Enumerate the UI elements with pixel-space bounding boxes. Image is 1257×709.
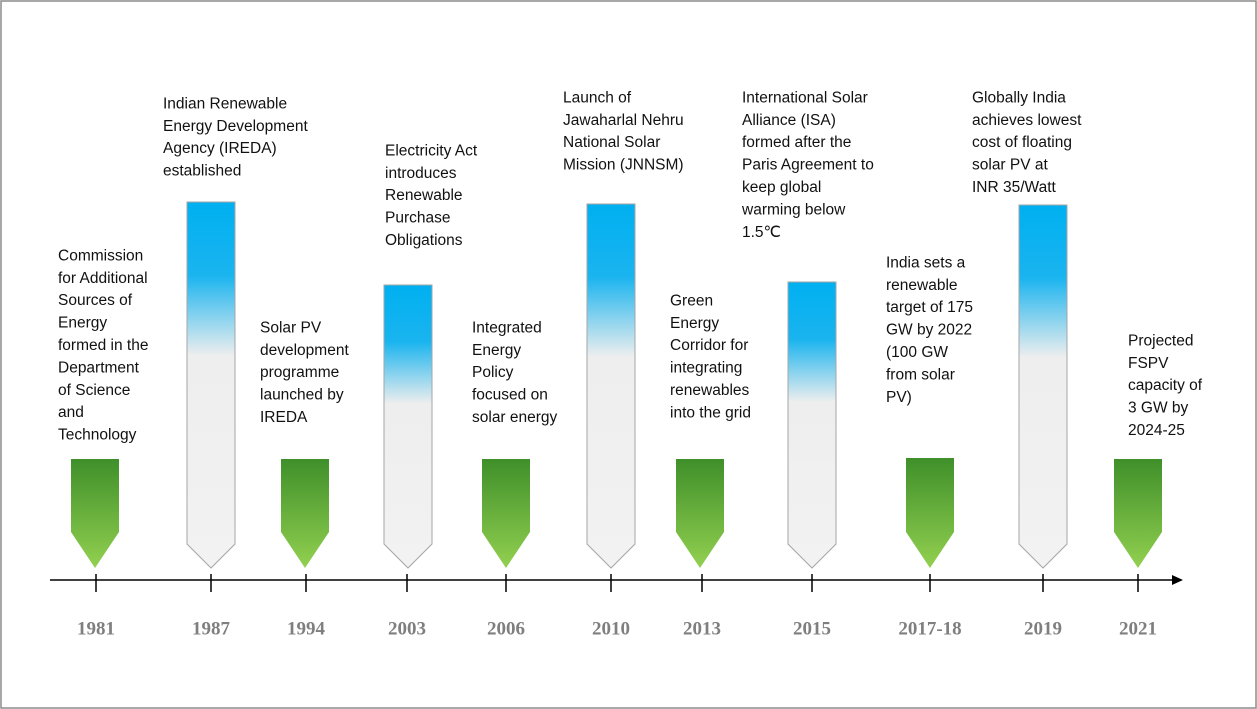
- event-text: cost of floating: [972, 134, 1072, 151]
- year-label: 2010: [592, 618, 630, 639]
- event-text: keep global: [742, 179, 821, 196]
- event-text: 3 GW by: [1128, 400, 1189, 417]
- event-text: Paris Agreement to: [742, 157, 874, 174]
- event-text: for Additional: [58, 270, 148, 287]
- axis-arrow: [1172, 575, 1183, 585]
- event-text: launched by: [260, 387, 344, 404]
- event-text: Alliance (ISA): [742, 112, 836, 129]
- year-label: 1981: [77, 618, 115, 639]
- event-text: Integrated: [472, 319, 542, 336]
- event-text: of Science: [58, 382, 130, 399]
- year-label: 2019: [1024, 618, 1062, 639]
- event-text: Solar PV: [260, 319, 322, 336]
- event-text: National Solar: [563, 134, 660, 151]
- event-text: Technology: [58, 427, 137, 444]
- event-text: focused on: [472, 387, 548, 404]
- event-text: capacity of: [1128, 377, 1203, 394]
- event-text: Projected: [1128, 332, 1193, 349]
- event-text: into the grid: [670, 404, 751, 421]
- year-label: 1987: [192, 618, 231, 639]
- event-text: Energy: [58, 315, 107, 332]
- event-text: 1.5℃: [742, 224, 781, 241]
- event-text: established: [163, 163, 241, 180]
- short-arrow: [906, 458, 954, 568]
- event-text: solar PV at: [972, 157, 1049, 174]
- short-arrow: [71, 459, 119, 568]
- event-text: International Solar: [742, 89, 868, 106]
- event-text: FSPV: [1128, 355, 1169, 372]
- event-text: formed in the: [58, 337, 148, 354]
- short-arrow: [281, 459, 329, 568]
- year-label: 1994: [287, 618, 326, 639]
- event-text: warming below: [741, 201, 846, 218]
- year-label: 2015: [793, 618, 831, 639]
- event-text: Energy: [670, 315, 719, 332]
- short-arrow: [676, 459, 724, 568]
- event-text: IREDA: [260, 409, 308, 426]
- tall-arrow: [383, 284, 433, 569]
- event-text: programme: [260, 364, 339, 381]
- event-text: target of 175: [886, 299, 973, 316]
- event-text: Purchase: [385, 210, 450, 227]
- event-text: Electricity Act: [385, 142, 478, 159]
- event-text: solar energy: [472, 409, 558, 426]
- year-label: 2021: [1119, 618, 1157, 639]
- event-text: Sources of: [58, 292, 133, 309]
- event-text: Renewable: [385, 187, 463, 204]
- event-text: integrating: [670, 360, 742, 377]
- tall-arrow: [787, 281, 837, 569]
- event-text: renewable: [886, 277, 958, 294]
- event-text: Launch of: [563, 89, 632, 106]
- event-text: Agency (IREDA): [163, 140, 277, 157]
- event-text: Green: [670, 292, 713, 309]
- event-text: 2024-25: [1128, 422, 1185, 439]
- event-text: Corridor for: [670, 337, 748, 354]
- year-label: 2013: [683, 618, 721, 639]
- event-text: Jawaharlal Nehru: [563, 112, 684, 129]
- year-label: 2006: [487, 618, 525, 639]
- event-text: development: [260, 342, 349, 359]
- event-text: GW by 2022: [886, 322, 972, 339]
- event-text: Mission (JNNSM): [563, 157, 684, 174]
- event-text: (100 GW: [886, 344, 948, 361]
- event-text: and: [58, 404, 84, 421]
- tall-arrow: [1018, 204, 1068, 569]
- tall-arrow: [586, 203, 636, 569]
- short-arrow: [1114, 459, 1162, 568]
- event-text: Commission: [58, 247, 143, 264]
- event-text: renewables: [670, 382, 750, 399]
- event-text: INR 35/Watt: [972, 179, 1057, 196]
- event-text: Policy: [472, 364, 514, 381]
- event-text: Department: [58, 359, 140, 376]
- event-text: introduces: [385, 165, 457, 182]
- event-text: formed after the: [742, 134, 851, 151]
- year-label: 2003: [388, 618, 426, 639]
- event-text: Energy: [472, 342, 521, 359]
- event-text: PV): [886, 389, 912, 406]
- event-text: Indian Renewable: [163, 95, 287, 112]
- year-label: 2017-18: [898, 618, 961, 639]
- tall-arrow: [186, 201, 236, 569]
- event-text: achieves lowest: [972, 112, 1082, 129]
- event-text: Obligations: [385, 232, 463, 249]
- event-text: Globally India: [972, 89, 1066, 106]
- event-text: Energy Development: [163, 118, 308, 135]
- short-arrow: [482, 459, 530, 568]
- event-text: from solar: [886, 366, 955, 383]
- event-text: India sets a: [886, 254, 966, 271]
